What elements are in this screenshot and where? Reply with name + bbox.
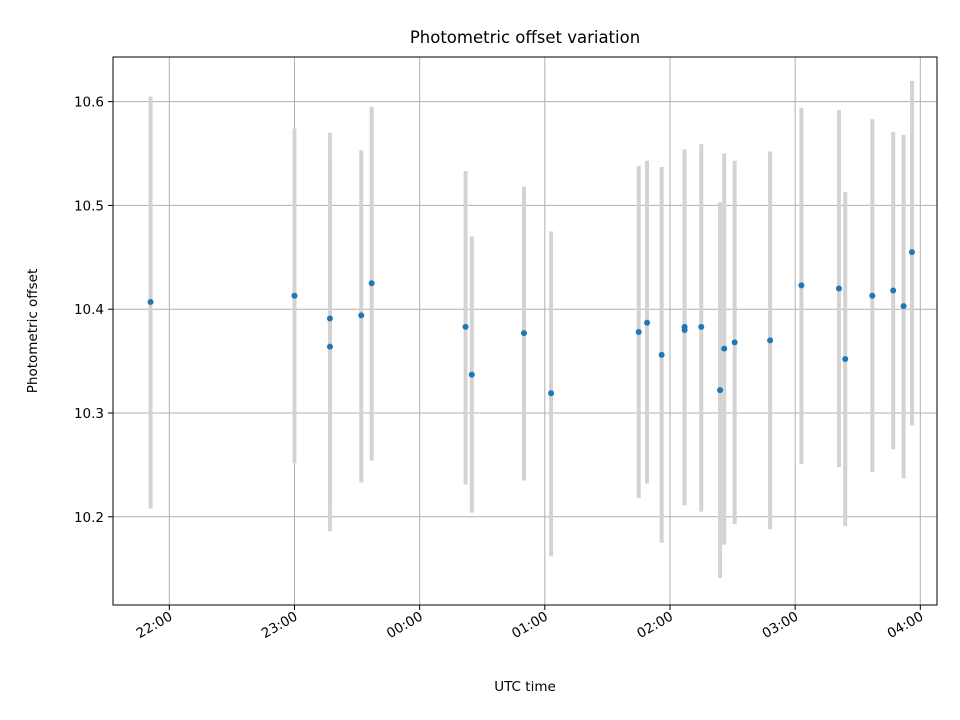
- x-axis-ticks: 22:00 23:00 00:00 01:00 02:00 03:00 04:00: [134, 605, 927, 642]
- data-point: [681, 326, 688, 333]
- plot-frame: [112, 56, 938, 606]
- data-point: [721, 345, 728, 352]
- data-point: [326, 315, 333, 322]
- data-point: [658, 351, 665, 358]
- y-tick-label: 10.4: [74, 302, 104, 318]
- y-tick-label: 10.5: [74, 198, 104, 214]
- data-point: [842, 356, 849, 363]
- data-point: [326, 343, 333, 350]
- data-point: [468, 371, 475, 378]
- data-point: [869, 292, 876, 299]
- x-tick-label: 02:00: [634, 609, 676, 642]
- data-point: [548, 390, 555, 397]
- data-point: [890, 287, 897, 294]
- x-tick-label: 01:00: [509, 609, 551, 642]
- data-point: [767, 337, 774, 344]
- data-point: [644, 319, 651, 326]
- data-point: [147, 298, 154, 305]
- y-axis-ticks: 10.2 10.3 10.4 10.5 10.6: [74, 95, 113, 526]
- x-tick-label: 00:00: [384, 609, 426, 642]
- data-point: [358, 312, 365, 319]
- x-axis-label: UTC time: [494, 679, 556, 695]
- data-point: [717, 387, 724, 394]
- data-point: [462, 323, 469, 330]
- data-point: [368, 280, 375, 287]
- data-point: [635, 329, 642, 336]
- x-tick-label: 23:00: [259, 609, 301, 642]
- data-point: [835, 285, 842, 292]
- data-points: [147, 249, 915, 397]
- data-point: [798, 282, 805, 289]
- y-tick-label: 10.2: [74, 510, 104, 526]
- x-tick-label: 22:00: [134, 609, 176, 642]
- y-axis-label: Photometric offset: [25, 269, 41, 393]
- x-tick-label: 04:00: [885, 609, 927, 642]
- data-point: [520, 330, 527, 337]
- y-tick-label: 10.3: [74, 406, 104, 422]
- data-point: [908, 249, 915, 256]
- chart-title: Photometric offset variation: [410, 28, 640, 47]
- data-point: [291, 292, 298, 299]
- data-point: [698, 323, 705, 330]
- x-tick-label: 03:00: [759, 609, 801, 642]
- error-bars: [148, 80, 914, 579]
- data-point: [731, 339, 738, 346]
- data-point: [900, 303, 907, 310]
- y-tick-label: 10.6: [74, 95, 104, 111]
